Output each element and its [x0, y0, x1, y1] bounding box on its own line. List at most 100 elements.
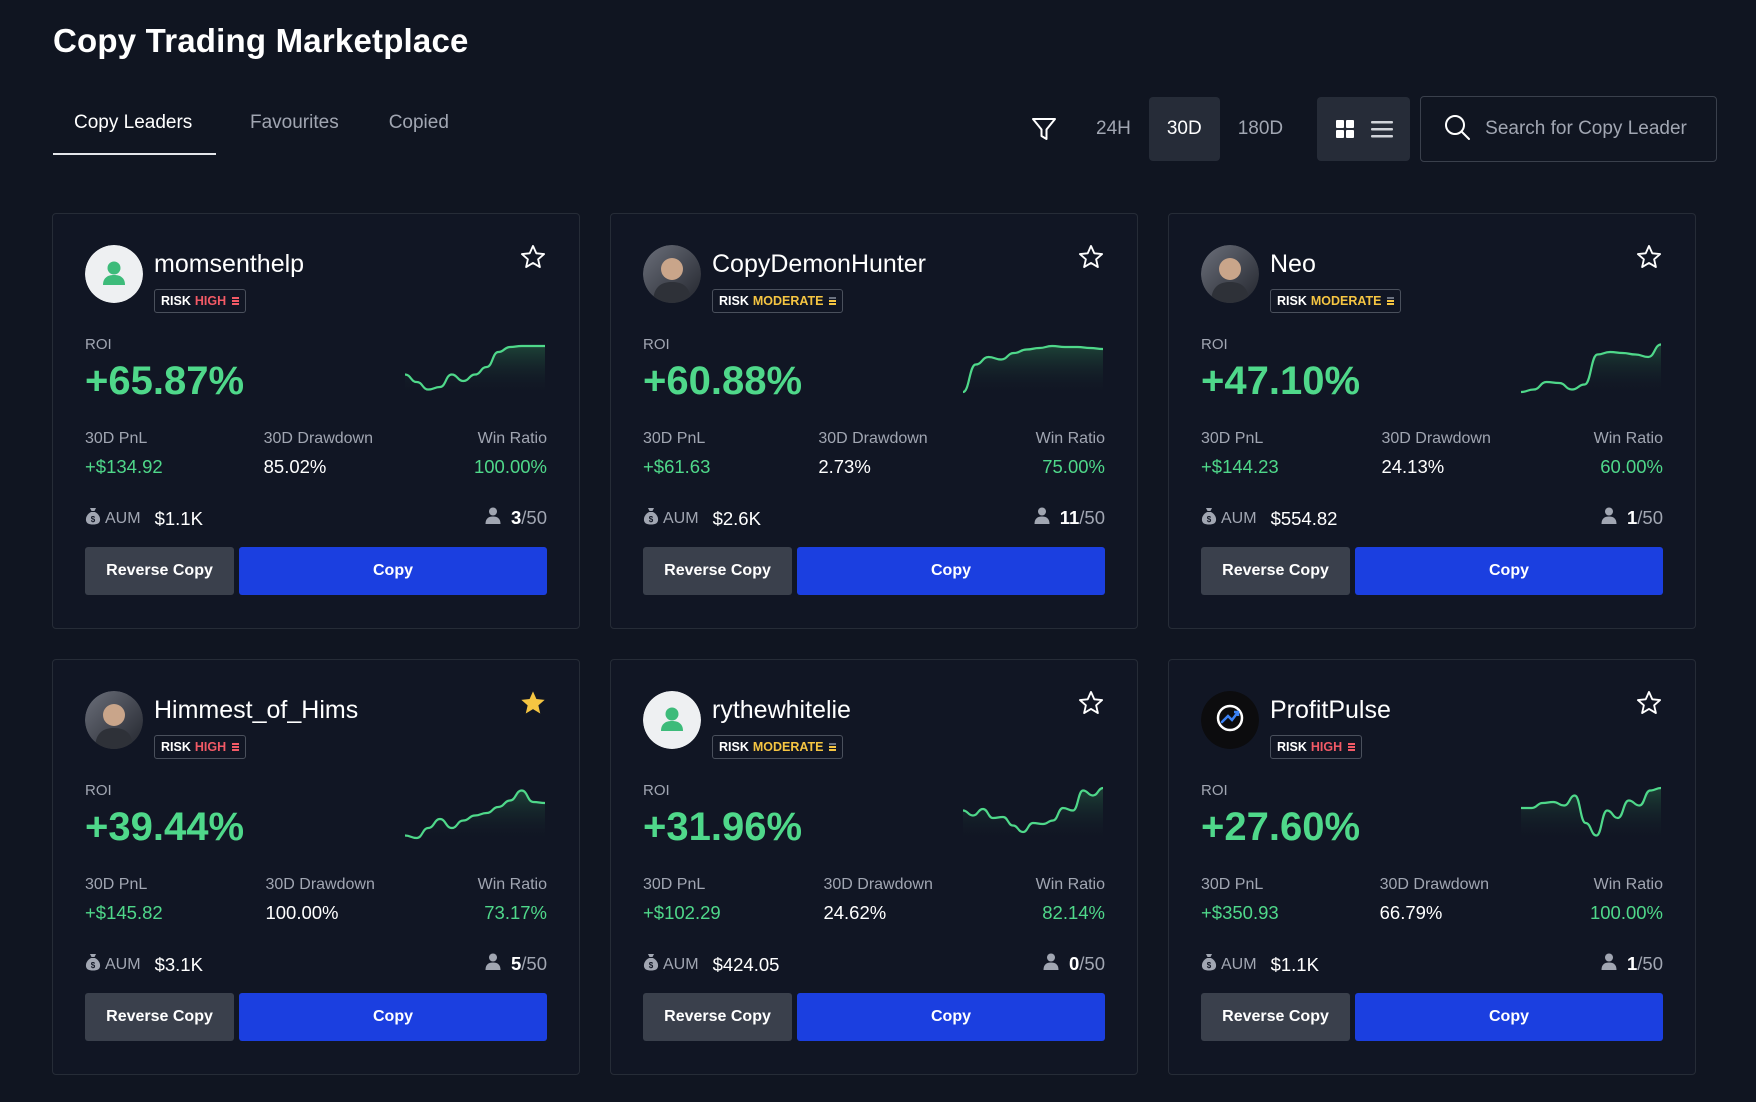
trader-name[interactable]: Himmest_of_Hims — [154, 696, 359, 724]
risk-bars-icon — [1348, 742, 1356, 752]
pnl-stat: 30D PnL +$145.82 — [85, 876, 163, 924]
win-ratio-stat: Win Ratio 100.00% — [1590, 876, 1663, 924]
leader-grid: momsenthelp RISK HIGH ROI +65.87% 30D Pn… — [52, 213, 1696, 1075]
tab-copy-leaders[interactable]: Copy Leaders — [53, 100, 216, 155]
drawdown-label: 30D Drawdown — [1379, 876, 1490, 893]
roi-label: ROI — [1201, 782, 1228, 799]
drawdown-value: 24.62% — [823, 902, 887, 923]
win-ratio-value: 60.00% — [1600, 456, 1663, 477]
drawdown-stat: 30D Drawdown 100.00% — [265, 876, 374, 924]
favourite-star-icon[interactable] — [1077, 243, 1105, 276]
grid-view-icon[interactable] — [1335, 119, 1355, 139]
tab-favourites[interactable]: Favourites — [250, 112, 339, 133]
win-ratio-stat: Win Ratio 60.00% — [1594, 430, 1663, 478]
sparkline-line — [405, 344, 545, 391]
copy-button[interactable]: Copy — [797, 993, 1105, 1041]
stats-row: 30D PnL +$350.93 30D Drawdown 66.79% Win… — [1201, 876, 1663, 924]
roi-sparkline — [963, 786, 1103, 842]
reverse-copy-button[interactable]: Reverse Copy — [643, 547, 792, 595]
list-view-icon[interactable] — [1370, 119, 1393, 139]
avatar[interactable] — [1201, 691, 1259, 749]
svg-text:$: $ — [649, 515, 654, 524]
avatar[interactable] — [643, 691, 701, 749]
copy-button[interactable]: Copy — [1355, 993, 1663, 1041]
user-icon — [485, 507, 501, 529]
aum-value: $3.1K — [154, 953, 203, 975]
reverse-copy-button[interactable]: Reverse Copy — [85, 993, 234, 1041]
pnl-stat: 30D PnL +$61.63 — [643, 430, 710, 478]
sparkline-line — [1521, 786, 1661, 837]
risk-label: RISK — [719, 740, 749, 754]
win-ratio-value: 75.00% — [1042, 456, 1105, 477]
reverse-copy-button[interactable]: Reverse Copy — [1201, 993, 1350, 1041]
win-ratio-stat: Win Ratio 100.00% — [474, 430, 547, 478]
trader-name[interactable]: momsenthelp — [154, 250, 305, 278]
copier-max: /50 — [521, 507, 547, 528]
stats-row: 30D PnL +$134.92 30D Drawdown 85.02% Win… — [85, 430, 547, 478]
user-icon — [1043, 953, 1059, 975]
pnl-value: +$134.92 — [85, 456, 163, 477]
pnl-value: +$144.23 — [1201, 456, 1279, 477]
win-ratio-label: Win Ratio — [477, 876, 547, 893]
risk-label: RISK — [161, 294, 191, 308]
copiers: 0/50 — [1043, 953, 1105, 975]
avatar[interactable] — [85, 691, 143, 749]
search-icon — [1443, 113, 1471, 146]
roi-sparkline — [405, 789, 545, 842]
period-180d[interactable]: 180D — [1237, 118, 1284, 139]
trader-name[interactable]: CopyDemonHunter — [712, 250, 926, 278]
risk-bars-icon — [232, 296, 240, 306]
toolbar: 24H 30D 180D — [1024, 96, 1718, 162]
copier-max: /50 — [521, 953, 547, 974]
leader-card-momsenthelp: momsenthelp RISK HIGH ROI +65.87% 30D Pn… — [52, 213, 580, 629]
trader-name[interactable]: Neo — [1270, 250, 1316, 278]
user-icon — [1601, 507, 1617, 529]
money-bag-icon: $ — [643, 507, 659, 530]
tab-copied[interactable]: Copied — [388, 112, 449, 133]
win-ratio-value: 73.17% — [484, 902, 547, 923]
pnl-label: 30D PnL — [643, 876, 706, 893]
aum: $ AUM $1.1K — [1201, 953, 1319, 976]
avatar[interactable] — [643, 245, 701, 303]
copier-max: /50 — [1637, 507, 1663, 528]
filter-icon[interactable] — [1024, 109, 1064, 149]
avatar[interactable] — [1201, 245, 1259, 303]
pnl-stat: 30D PnL +$134.92 — [85, 430, 163, 478]
favourite-star-icon[interactable] — [1077, 689, 1105, 722]
copy-button[interactable]: Copy — [239, 547, 547, 595]
sparkline-area — [1521, 788, 1661, 842]
view-toggle — [1317, 97, 1411, 161]
risk-bars-icon — [829, 296, 837, 306]
period-30d[interactable]: 30D — [1148, 97, 1220, 161]
roi-label: ROI — [643, 336, 670, 353]
favourite-star-filled-icon[interactable] — [519, 689, 547, 722]
trader-name[interactable]: ProfitPulse — [1270, 696, 1391, 724]
drawdown-stat: 30D Drawdown 66.79% — [1380, 876, 1489, 924]
drawdown-value: 85.02% — [263, 456, 327, 477]
favourite-star-icon[interactable] — [1635, 689, 1663, 722]
aum: $ AUM $1.1K — [85, 507, 203, 530]
copy-button[interactable]: Copy — [1355, 547, 1663, 595]
reverse-copy-button[interactable]: Reverse Copy — [1201, 547, 1350, 595]
copier-max: /50 — [1637, 953, 1663, 974]
win-ratio-label: Win Ratio — [1593, 876, 1663, 893]
avatar[interactable] — [85, 245, 143, 303]
money-bag-icon: $ — [643, 953, 659, 976]
trader-name[interactable]: rythewhitelie — [712, 696, 851, 724]
pnl-stat: 30D PnL +$350.93 — [1201, 876, 1279, 924]
risk-label: RISK — [1277, 740, 1307, 754]
user-icon — [1034, 507, 1050, 529]
copiers: 11/50 — [1034, 507, 1105, 529]
page-title: Copy Trading Marketplace — [53, 22, 469, 59]
drawdown-label: 30D Drawdown — [818, 430, 928, 447]
favourite-star-icon[interactable] — [519, 243, 547, 276]
copy-button[interactable]: Copy — [797, 547, 1105, 595]
search-input[interactable] — [1485, 118, 1706, 140]
favourite-star-icon[interactable] — [1635, 243, 1663, 276]
reverse-copy-button[interactable]: Reverse Copy — [85, 547, 234, 595]
reverse-copy-button[interactable]: Reverse Copy — [643, 993, 792, 1041]
period-24h[interactable]: 24H — [1096, 118, 1131, 139]
copy-button[interactable]: Copy — [239, 993, 547, 1041]
win-ratio-stat: Win Ratio 73.17% — [478, 876, 547, 924]
copier-max: /50 — [1079, 953, 1105, 974]
